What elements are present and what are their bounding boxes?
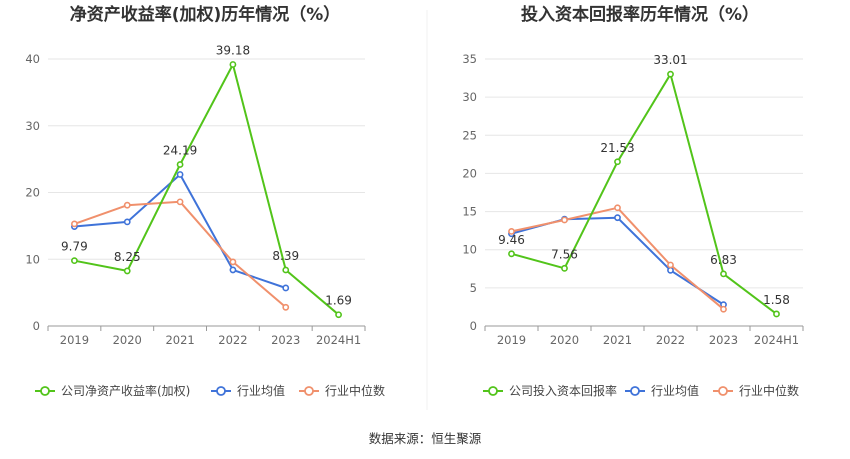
company-data-point [614, 158, 621, 166]
x-tick-label: 2019 [60, 333, 89, 347]
x-tick-label: 2024H1 [754, 333, 799, 347]
y-tick-label: 5 [470, 281, 477, 295]
x-tick-label: 2022 [656, 333, 685, 347]
median-data-point [508, 228, 515, 235]
x-tick-label: 2019 [497, 333, 526, 347]
y-tick-label: 0 [470, 319, 477, 333]
legend-item-median: 行业中位数 [713, 383, 799, 398]
legend-item-avg: 行业均值 [625, 383, 699, 398]
legend-label: 行业中位数 [739, 383, 799, 398]
y-tick-label: 40 [25, 52, 40, 66]
data-label: 21.53 [600, 141, 634, 155]
avg-series-line [511, 216, 725, 306]
roic-chart-panel: 投入资本回报率历年情况（%） 0 5 10 15 20 25 30 35 2019 2020 2021… [462, 4, 804, 398]
company-data-point [561, 264, 568, 272]
legend-item-company: 公司投入资本回报率 [483, 383, 617, 398]
median-data-point [229, 258, 237, 266]
avg-data-point [667, 266, 674, 274]
x-tick-label: 2020 [113, 333, 142, 347]
data-label: 7.56 [551, 247, 578, 261]
company-data-point [720, 270, 727, 278]
y-tick-label: 20 [25, 186, 40, 200]
company-data-point [508, 250, 515, 258]
data-source-note: 数据来源：恒生聚源 [369, 431, 482, 446]
x-tick-label: 2022 [218, 333, 247, 347]
roe-chart-panel: 净资产收益率(加权)历年情况（%） 0 10 20 30 40 2019 2020 2021 20… [25, 4, 385, 398]
data-label: 1.69 [325, 294, 352, 308]
legend-item-median: 行业中位数 [299, 383, 385, 398]
median-data-point [71, 220, 78, 228]
legend-label: 公司净资产收益率(加权) [61, 383, 190, 398]
avg-data-point [176, 171, 184, 178]
y-tick-label: 30 [462, 90, 477, 104]
legend-swatch-marker [488, 386, 498, 396]
avg-data-point [282, 284, 290, 292]
data-label: 9.46 [498, 233, 525, 247]
median-data-point [720, 305, 727, 313]
x-tick-label: 2023 [271, 333, 300, 347]
median-data-point [561, 216, 568, 224]
chart-title: 投入资本回报率历年情况（%） [521, 4, 759, 25]
avg-series-line [74, 173, 287, 289]
median-data-point [123, 201, 131, 209]
y-tick-label: 10 [462, 243, 477, 257]
x-tick-label: 2020 [550, 333, 579, 347]
company-series-line [74, 63, 340, 316]
x-tick-label: 2021 [603, 333, 632, 347]
median-data-point [614, 204, 621, 212]
data-label: 8.25 [114, 250, 141, 264]
data-label: 1.58 [763, 293, 790, 307]
legend-swatch-marker [630, 386, 640, 396]
avg-data-point [229, 266, 237, 274]
data-label: 33.01 [653, 53, 687, 67]
data-label: 8.39 [272, 249, 299, 263]
legend-label: 公司投入资本回报率 [509, 383, 617, 398]
y-tick-label: 0 [33, 319, 40, 333]
data-label: 24.19 [163, 144, 197, 158]
legend-label: 行业均值 [651, 383, 699, 398]
x-tick-label: 2021 [165, 333, 194, 347]
company-data-point [667, 70, 674, 78]
y-tick-label: 35 [462, 52, 477, 66]
median-data-point [282, 303, 290, 311]
company-data-point [229, 61, 237, 68]
data-label: 39.18 [216, 43, 250, 57]
legend-label: 行业中位数 [325, 383, 385, 398]
x-tick-label: 2024H1 [316, 333, 361, 347]
x-tick-label: 2023 [709, 333, 738, 347]
legend-item-company: 公司净资产收益率(加权) [35, 383, 190, 398]
y-tick-label: 30 [25, 119, 40, 133]
avg-data-point [614, 214, 621, 222]
company-data-point [282, 266, 290, 274]
legend-swatch-marker [304, 386, 314, 396]
legend-swatch-marker [718, 386, 728, 396]
y-tick-label: 10 [25, 252, 40, 266]
legend-label: 行业均值 [237, 383, 285, 398]
median-data-point [176, 198, 184, 206]
company-data-point [335, 311, 342, 319]
avg-data-point [123, 218, 131, 226]
company-data-point [773, 310, 780, 318]
company-series-line [511, 73, 778, 315]
data-label: 6.83 [710, 253, 737, 267]
company-data-point [123, 267, 131, 275]
y-tick-label: 25 [462, 128, 477, 142]
legend-swatch-marker [40, 386, 50, 396]
median-data-point [667, 261, 674, 269]
data-label: 9.79 [61, 240, 88, 254]
median-series-line [511, 206, 725, 310]
company-data-point [176, 161, 184, 168]
legend-swatch-marker [216, 386, 226, 396]
y-tick-label: 20 [462, 166, 477, 180]
company-data-point [71, 257, 78, 265]
legend-item-avg: 行业均值 [211, 383, 285, 398]
median-series-line [74, 200, 287, 309]
y-tick-label: 15 [462, 205, 477, 219]
chart-title: 净资产收益率(加权)历年情况（%） [70, 4, 341, 25]
